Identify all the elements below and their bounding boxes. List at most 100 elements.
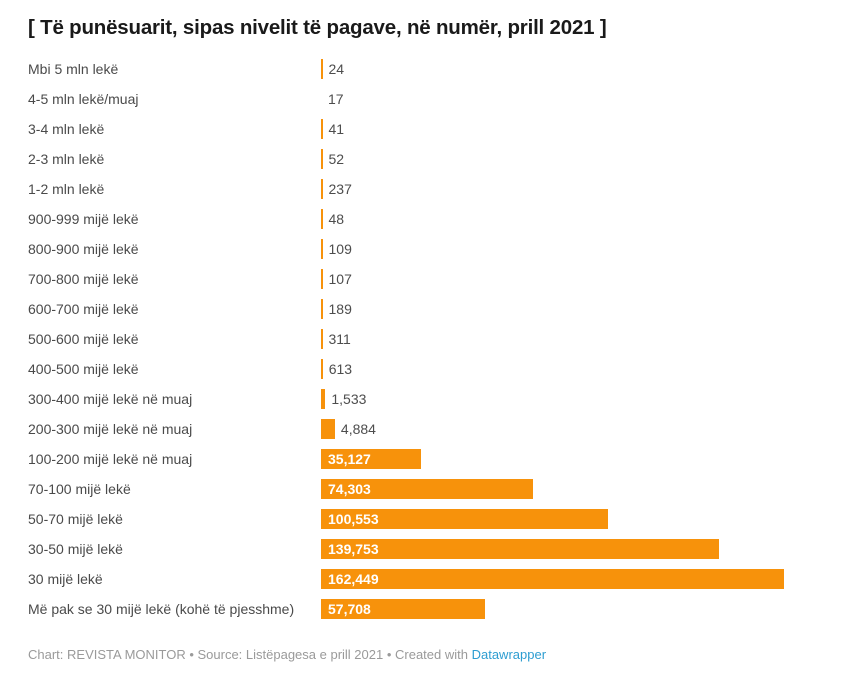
bar xyxy=(321,569,784,589)
bar-track: 100,553 xyxy=(321,509,813,529)
bar xyxy=(321,419,335,439)
bar-track: 17 xyxy=(321,89,813,109)
bar-track: 237 xyxy=(321,179,813,199)
value-label: 107 xyxy=(328,271,352,287)
chart-row: 100-200 mijë lekë në muaj 35,127 xyxy=(28,444,813,474)
value-label: 74,303 xyxy=(328,481,371,497)
category-label: 600-700 mijë lekë xyxy=(28,301,139,317)
category-label: 700-800 mijë lekë xyxy=(28,271,139,287)
bar xyxy=(321,449,422,469)
value-label: 613 xyxy=(328,361,353,377)
chart-row: Më pak se 30 mijë lekë (kohë të pjesshme… xyxy=(28,594,813,624)
category-label: 200-300 mijë lekë në muaj xyxy=(28,421,193,437)
category-label: 2-3 mln lekë xyxy=(28,151,105,167)
chart-row: 800-900 mijë lekë 109 xyxy=(28,234,813,264)
bar-track: 48 xyxy=(321,209,813,229)
category-label: 100-200 mijë lekë në muaj xyxy=(28,451,193,467)
chart-row: 300-400 mijë lekë në muaj 1,533 xyxy=(28,384,813,414)
bar xyxy=(321,389,326,409)
bar-track: 1,533 xyxy=(321,389,813,409)
bar xyxy=(321,479,533,499)
value-label: 311 xyxy=(328,331,351,347)
chart-row: 1-2 mln lekë 237 xyxy=(28,174,813,204)
category-label: 300-400 mijë lekë në muaj xyxy=(28,391,193,407)
category-label: 3-4 mln lekë xyxy=(28,121,105,137)
category-label: 400-500 mijë lekë xyxy=(28,361,139,377)
value-label: 237 xyxy=(328,181,352,197)
bar-track: 311 xyxy=(321,329,813,349)
value-label: 52 xyxy=(328,151,345,167)
value-label: 109 xyxy=(328,241,352,257)
category-label: 500-600 mijë lekë xyxy=(28,331,139,347)
attribution-text: Chart: REVISTA MONITOR • Source: Listëpa… xyxy=(28,647,472,662)
value-label: 24 xyxy=(328,61,345,77)
chart-row: 900-999 mijë lekë 48 xyxy=(28,204,813,234)
bar xyxy=(321,509,608,529)
bar xyxy=(321,359,323,379)
value-label: 41 xyxy=(328,121,345,137)
bar xyxy=(321,269,323,289)
chart-row: Mbi 5 mln lekë 24 xyxy=(28,54,813,84)
chart-row: 30-50 mijë lekë 139,753 xyxy=(28,534,813,564)
chart-row: 500-600 mijë lekë 311 xyxy=(28,324,813,354)
category-label: 4-5 mln lekë/muaj xyxy=(28,91,139,107)
value-label: 35,127 xyxy=(328,451,371,467)
category-label: Më pak se 30 mijë lekë (kohë të pjesshme… xyxy=(28,601,295,617)
chart-row: 700-800 mijë lekë 107 xyxy=(28,264,813,294)
bar xyxy=(321,599,486,619)
chart-row: 2-3 mln lekë 52 xyxy=(28,144,813,174)
bar xyxy=(321,149,323,169)
chart-row: 4-5 mln lekë/muaj 17 xyxy=(28,84,813,114)
value-label: 162,449 xyxy=(328,571,379,587)
bar-track: 189 xyxy=(321,299,813,319)
bar xyxy=(321,59,323,79)
attribution-footer: Chart: REVISTA MONITOR • Source: Listëpa… xyxy=(28,646,813,664)
category-label: 1-2 mln lekë xyxy=(28,181,105,197)
bar xyxy=(321,239,323,259)
chart-row: 50-70 mijë lekë 100,553 xyxy=(28,504,813,534)
bar-track: 41 xyxy=(321,119,813,139)
category-label: 30 mijë lekë xyxy=(28,571,103,587)
bar-track: 107 xyxy=(321,269,813,289)
value-label: 139,753 xyxy=(328,541,379,557)
bar-track: 24 xyxy=(321,59,813,79)
bar xyxy=(321,329,323,349)
bar-track: 57,708 xyxy=(321,599,813,619)
value-label: 17 xyxy=(328,91,344,107)
bar-track: 613 xyxy=(321,359,813,379)
bar-track: 74,303 xyxy=(321,479,813,499)
value-label: 57,708 xyxy=(328,601,371,617)
value-label: 48 xyxy=(328,211,345,227)
chart-row: 600-700 mijë lekë 189 xyxy=(28,294,813,324)
category-label: 50-70 mijë lekë xyxy=(28,511,123,527)
chart-row: 70-100 mijë lekë 74,303 xyxy=(28,474,813,504)
category-label: Mbi 5 mln lekë xyxy=(28,61,119,77)
bar xyxy=(321,539,720,559)
category-label: 800-900 mijë lekë xyxy=(28,241,139,257)
chart-row: 30 mijë lekë 162,449 xyxy=(28,564,813,594)
value-label: 189 xyxy=(328,301,352,317)
value-label: 1,533 xyxy=(331,391,367,407)
bar xyxy=(321,209,323,229)
bar xyxy=(321,119,323,139)
category-label: 70-100 mijë lekë xyxy=(28,481,131,497)
datawrapper-link[interactable]: Datawrapper xyxy=(471,647,547,662)
bar-track: 139,753 xyxy=(321,539,813,559)
bar-track: 35,127 xyxy=(321,449,813,469)
bar-track: 162,449 xyxy=(321,569,813,589)
bar xyxy=(321,179,323,199)
chart-row: 200-300 mijë lekë në muaj 4,884 xyxy=(28,414,813,444)
value-label: 4,884 xyxy=(340,421,376,437)
bar xyxy=(321,299,323,319)
chart-row: 400-500 mijë lekë 613 xyxy=(28,354,813,384)
category-label: 30-50 mijë lekë xyxy=(28,541,123,557)
bar-track: 109 xyxy=(321,239,813,259)
chart-row: 3-4 mln lekë 41 xyxy=(28,114,813,144)
bar-track: 4,884 xyxy=(321,419,813,439)
chart-container: [ Të punësuarit, sipas nivelit të pagave… xyxy=(28,16,813,664)
bar-track: 52 xyxy=(321,149,813,169)
bar-chart: Mbi 5 mln lekë 24 4-5 mln lekë/muaj 17 3-4 m… xyxy=(28,54,813,624)
value-label: 100,553 xyxy=(328,511,379,527)
chart-title: [ Të punësuarit, sipas nivelit të pagave… xyxy=(28,16,607,39)
category-label: 900-999 mijë lekë xyxy=(28,211,139,227)
